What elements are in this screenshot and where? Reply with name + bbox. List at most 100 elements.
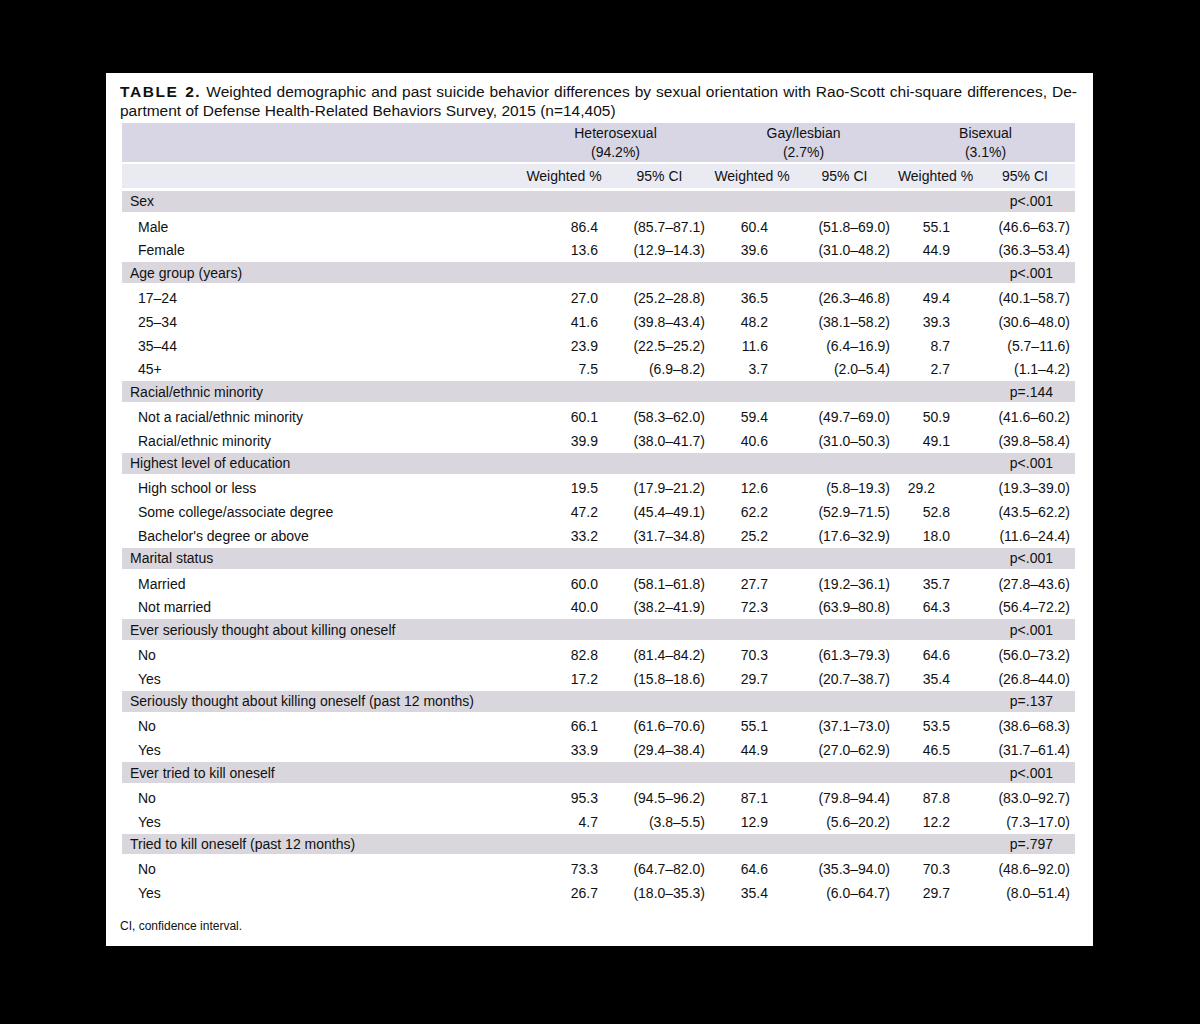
group-header-row: Heterosexual(94.2%) Gay/lesbian(2.7%) Bi… [122, 123, 1075, 164]
section-row: Age group (years)p<.001 [122, 262, 1075, 286]
section-row: Ever seriously thought about killing one… [122, 619, 1075, 643]
row-label: 17–24 [122, 286, 520, 310]
section-label: Seriously thought about killing oneself … [122, 691, 975, 715]
weighted-pct: 64.6 [711, 857, 793, 881]
ci-value: (6.9–8.2) [608, 358, 711, 382]
ci-value: (45.4–49.1) [608, 500, 711, 524]
weighted-pct: 44.9 [896, 239, 975, 263]
weighted-pct: 29.7 [896, 881, 975, 905]
ci-value: (31.0–50.3) [793, 429, 896, 453]
data-row: Some college/associate degree47.2(45.4–4… [122, 500, 1075, 524]
data-row: Yes33.9(29.4–38.4)44.9(27.0–62.9)46.5(31… [122, 738, 1075, 762]
p-value: p=.144 [975, 381, 1075, 405]
group-header-spacer [122, 123, 520, 164]
weighted-pct: 33.9 [520, 738, 608, 762]
row-label: Some college/associate degree [122, 500, 520, 524]
row-label: No [122, 786, 520, 810]
table-number-label: TABLE 2. [120, 83, 201, 100]
weighted-pct: 49.4 [896, 286, 975, 310]
ci-value: (6.4–16.9) [793, 334, 896, 358]
weighted-pct: 64.3 [896, 596, 975, 620]
weighted-pct: 48.2 [711, 310, 793, 334]
ci-value: (58.3–62.0) [608, 405, 711, 429]
data-row: 45+7.5(6.9–8.2)3.7(2.0–5.4)2.7(1.1–4.2) [122, 358, 1075, 382]
ci-value: (41.6–60.2) [975, 405, 1075, 429]
weighted-pct: 47.2 [520, 500, 608, 524]
weighted-pct: 12.9 [711, 810, 793, 834]
weighted-pct: 59.4 [711, 405, 793, 429]
section-row: Tried to kill oneself (past 12 months)p=… [122, 834, 1075, 858]
ci-value: (2.0–5.4) [793, 358, 896, 382]
column-header: Weighted % [711, 164, 793, 191]
weighted-pct: 70.3 [711, 643, 793, 667]
p-value: p=.797 [975, 834, 1075, 858]
ci-value: (11.6–24.4) [975, 524, 1075, 548]
ci-value: (81.4–84.2) [608, 643, 711, 667]
weighted-pct: 36.5 [711, 286, 793, 310]
row-label: Yes [122, 810, 520, 834]
ci-value: (30.6–48.0) [975, 310, 1075, 334]
p-value: p<.001 [975, 191, 1075, 215]
weighted-pct: 39.9 [520, 429, 608, 453]
weighted-pct: 40.6 [711, 429, 793, 453]
data-row: Married60.0(58.1–61.8)27.7(19.2–36.1)35.… [122, 572, 1075, 596]
row-label: Married [122, 572, 520, 596]
data-row: Not a racial/ethnic minority60.1(58.3–62… [122, 405, 1075, 429]
data-row: No82.8(81.4–84.2)70.3(61.3–79.3)64.6(56.… [122, 643, 1075, 667]
ci-value: (35.3–94.0) [793, 857, 896, 881]
ci-value: (61.6–70.6) [608, 715, 711, 739]
data-row: Yes26.7(18.0–35.3)35.4(6.0–64.7)29.7(8.0… [122, 881, 1075, 905]
column-header: 95% CI [975, 164, 1075, 191]
row-label: Bachelor's degree or above [122, 524, 520, 548]
weighted-pct: 66.1 [520, 715, 608, 739]
data-row: No73.3(64.7–82.0)64.6(35.3–94.0)70.3(48.… [122, 857, 1075, 881]
data-row: No95.3(94.5–96.2)87.1(79.8–94.4)87.8(83.… [122, 786, 1075, 810]
ci-value: (94.5–96.2) [608, 786, 711, 810]
ci-value: (19.2–36.1) [793, 572, 896, 596]
data-row: 35–4423.9(22.5–25.2)11.6(6.4–16.9)8.7(5.… [122, 334, 1075, 358]
ci-value: (3.8–5.5) [608, 810, 711, 834]
weighted-pct: 60.4 [711, 215, 793, 239]
ci-value: (15.8–18.6) [608, 667, 711, 691]
weighted-pct: 40.0 [520, 596, 608, 620]
weighted-pct: 19.5 [520, 477, 608, 501]
weighted-pct: 46.5 [896, 738, 975, 762]
ci-value: (43.5–62.2) [975, 500, 1075, 524]
weighted-pct: 11.6 [711, 334, 793, 358]
ci-value: (18.0–35.3) [608, 881, 711, 905]
section-label: Sex [122, 191, 975, 215]
data-row: Yes17.2(15.8–18.6)29.7(20.7–38.7)35.4(26… [122, 667, 1075, 691]
ci-value: (79.8–94.4) [793, 786, 896, 810]
ci-value: (7.3–17.0) [975, 810, 1075, 834]
row-label: Not married [122, 596, 520, 620]
weighted-pct: 41.6 [520, 310, 608, 334]
ci-value: (1.1–4.2) [975, 358, 1075, 382]
ci-value: (22.5–25.2) [608, 334, 711, 358]
ci-value: (31.7–61.4) [975, 738, 1075, 762]
ci-value: (20.7–38.7) [793, 667, 896, 691]
weighted-pct: 35.4 [711, 881, 793, 905]
row-label: No [122, 857, 520, 881]
row-label: 35–44 [122, 334, 520, 358]
section-label: Marital status [122, 548, 975, 572]
weighted-pct: 12.6 [711, 477, 793, 501]
ci-value: (37.1–73.0) [793, 715, 896, 739]
demographics-table: Heterosexual(94.2%) Gay/lesbian(2.7%) Bi… [122, 123, 1075, 905]
group-header-heterosexual: Heterosexual(94.2%) [520, 123, 711, 164]
ci-value: (58.1–61.8) [608, 572, 711, 596]
table-title-line2: partment of Defense Health-Related Behav… [120, 101, 1077, 120]
weighted-pct: 70.3 [896, 857, 975, 881]
ci-value: (48.6–92.0) [975, 857, 1075, 881]
weighted-pct: 26.7 [520, 881, 608, 905]
column-header-row: Weighted % 95% CI Weighted % 95% CI Weig… [122, 164, 1075, 191]
ci-value: (51.8–69.0) [793, 215, 896, 239]
section-label: Tried to kill oneself (past 12 months) [122, 834, 975, 858]
ci-value: (64.7–82.0) [608, 857, 711, 881]
ci-value: (5.6–20.2) [793, 810, 896, 834]
group-pct: (94.2%) [591, 143, 640, 162]
group-pct: (3.1%) [965, 143, 1006, 162]
ci-value: (56.0–73.2) [975, 643, 1075, 667]
weighted-pct: 27.0 [520, 286, 608, 310]
ci-value: (26.8–44.0) [975, 667, 1075, 691]
weighted-pct: 39.3 [896, 310, 975, 334]
